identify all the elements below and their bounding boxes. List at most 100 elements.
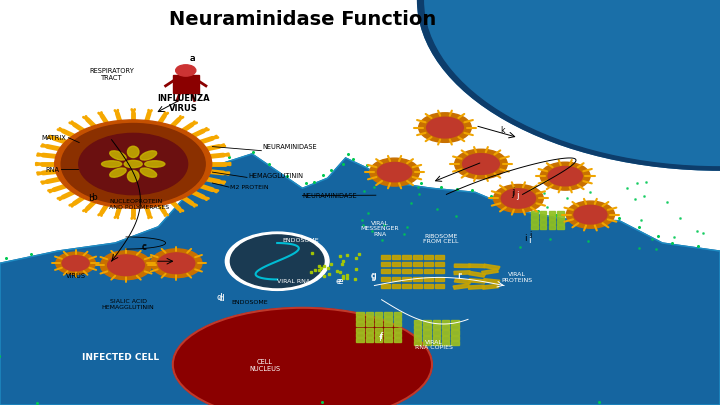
Bar (375, 338, 382, 342)
Bar (482, 284, 499, 289)
Text: NUCLEOPROTEIN
AND POLYMERASES: NUCLEOPROTEIN AND POLYMERASES (109, 199, 170, 210)
Bar (394, 338, 401, 342)
Bar (468, 285, 485, 289)
Text: INFECTED CELL: INFECTED CELL (82, 353, 160, 362)
Circle shape (61, 124, 205, 205)
Circle shape (100, 251, 151, 279)
Bar (356, 312, 364, 316)
Bar (423, 341, 431, 345)
Bar (392, 269, 400, 273)
Bar (375, 328, 382, 332)
Text: f: f (379, 334, 382, 343)
Bar (531, 211, 538, 214)
Text: VIRUS: VIRUS (66, 273, 86, 279)
Text: r: r (457, 272, 462, 281)
Circle shape (501, 189, 536, 208)
Bar (366, 317, 373, 321)
Text: NEURAMINIDASE: NEURAMINIDASE (263, 144, 318, 149)
Bar (414, 341, 421, 345)
Bar (356, 322, 364, 326)
Text: MATRIX: MATRIX (42, 135, 66, 141)
Bar (557, 215, 564, 219)
Bar (413, 255, 422, 259)
Bar (540, 220, 546, 224)
Bar (356, 333, 364, 337)
Bar (414, 320, 421, 324)
Bar (394, 333, 401, 337)
Bar (414, 336, 421, 340)
Bar (384, 317, 392, 321)
Bar (402, 255, 411, 259)
Text: M2 PROTEIN: M2 PROTEIN (230, 185, 269, 190)
Wedge shape (418, 0, 720, 170)
Bar (469, 264, 485, 268)
Bar (392, 255, 400, 259)
Text: ENDOSOME: ENDOSOME (283, 239, 319, 243)
Circle shape (62, 256, 89, 271)
Ellipse shape (124, 160, 142, 168)
Bar (413, 262, 422, 266)
Bar (424, 284, 433, 288)
Bar (392, 277, 400, 281)
FancyBboxPatch shape (173, 75, 199, 93)
Circle shape (377, 162, 412, 182)
Bar (435, 262, 444, 266)
Text: VIRAL RNA: VIRAL RNA (277, 279, 310, 284)
Circle shape (370, 158, 420, 186)
Bar (394, 328, 401, 332)
Text: g: g (370, 272, 376, 281)
Circle shape (426, 117, 464, 138)
Bar (451, 341, 459, 345)
Text: VIRAL
MESSENGER
RNA: VIRAL MESSENGER RNA (361, 221, 400, 237)
Bar (423, 336, 431, 340)
Bar (557, 211, 564, 214)
Text: j: j (511, 189, 514, 198)
Bar (366, 328, 373, 332)
Bar (424, 262, 433, 266)
Bar (442, 341, 449, 345)
Bar (375, 322, 382, 326)
Bar (402, 262, 411, 266)
Bar (424, 255, 433, 259)
Bar (423, 325, 431, 329)
Bar (549, 220, 555, 224)
Bar (375, 333, 382, 337)
Bar (413, 269, 422, 273)
Bar (366, 338, 373, 342)
Circle shape (548, 166, 582, 186)
Bar (454, 271, 470, 275)
Bar (402, 284, 411, 288)
Bar (381, 269, 390, 273)
Bar (423, 330, 431, 335)
Bar (451, 336, 459, 340)
Bar (384, 322, 392, 326)
Text: VIRAL
RNA COPIES: VIRAL RNA COPIES (415, 340, 452, 350)
Ellipse shape (127, 171, 139, 182)
Bar (531, 215, 538, 219)
Bar (413, 284, 422, 288)
Bar (469, 271, 485, 277)
Text: RESPIRATORY
TRACT: RESPIRATORY TRACT (89, 68, 134, 81)
Text: d: d (217, 293, 222, 302)
Text: NEURAMINIDASE: NEURAMINIDASE (302, 193, 357, 198)
Bar (384, 338, 392, 342)
Bar (381, 284, 390, 288)
Text: k: k (500, 126, 505, 135)
Bar (356, 317, 364, 321)
Text: RNA: RNA (45, 167, 59, 173)
Bar (435, 255, 444, 259)
Bar (442, 330, 449, 335)
Circle shape (574, 205, 607, 224)
Bar (435, 277, 444, 281)
Bar (381, 255, 390, 259)
Bar (483, 264, 500, 270)
Polygon shape (0, 154, 720, 405)
Text: j: j (513, 187, 515, 196)
Bar (549, 211, 555, 214)
Text: r: r (457, 271, 462, 280)
Ellipse shape (140, 151, 157, 160)
Bar (402, 277, 411, 281)
Bar (549, 215, 555, 219)
Bar (424, 277, 433, 281)
Circle shape (455, 149, 507, 179)
